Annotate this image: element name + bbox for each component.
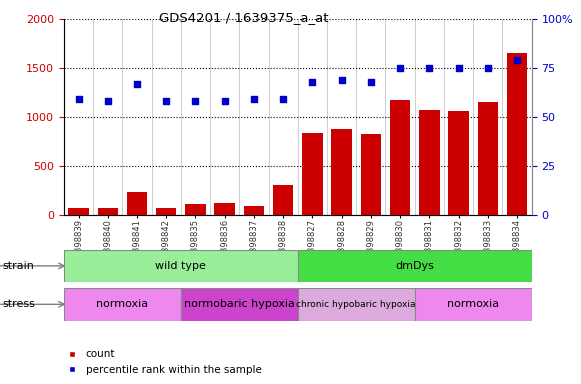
Text: dmDys: dmDys [395, 261, 434, 271]
Point [483, 65, 493, 71]
Bar [243, 206, 264, 215]
Bar [297, 288, 415, 321]
Bar [361, 134, 381, 215]
Bar [419, 110, 440, 215]
Bar [297, 250, 532, 282]
Bar [185, 204, 206, 215]
Point [454, 65, 463, 71]
Bar [415, 288, 532, 321]
Text: strain: strain [3, 261, 35, 271]
Bar [69, 208, 89, 215]
Text: stress: stress [3, 299, 36, 310]
Point [396, 65, 405, 71]
Bar [331, 129, 352, 215]
Text: normoxia: normoxia [447, 299, 499, 310]
Bar [390, 101, 410, 215]
Text: normoxia: normoxia [96, 299, 148, 310]
Point [220, 98, 229, 104]
Point [366, 79, 375, 85]
Bar [273, 185, 293, 215]
Point [191, 98, 200, 104]
Bar [449, 111, 469, 215]
Text: wild type: wild type [155, 261, 206, 271]
Bar [64, 250, 297, 282]
Point [74, 96, 83, 103]
Bar [156, 208, 177, 215]
Bar [478, 103, 498, 215]
Point [278, 96, 288, 103]
Bar [507, 53, 527, 215]
Legend: count, percentile rank within the sample: count, percentile rank within the sample [58, 345, 266, 379]
Bar [127, 192, 147, 215]
Point [249, 96, 259, 103]
Bar [64, 288, 181, 321]
Point [512, 57, 522, 63]
Point [103, 98, 112, 104]
Point [162, 98, 171, 104]
Point [308, 79, 317, 85]
Text: chronic hypobaric hypoxia: chronic hypobaric hypoxia [296, 300, 416, 309]
Bar [181, 288, 297, 321]
Bar [214, 203, 235, 215]
Bar [98, 208, 118, 215]
Bar [302, 133, 322, 215]
Point [337, 77, 346, 83]
Text: normobaric hypoxia: normobaric hypoxia [184, 299, 295, 310]
Point [425, 65, 434, 71]
Text: GDS4201 / 1639375_a_at: GDS4201 / 1639375_a_at [159, 12, 329, 25]
Point [132, 81, 142, 87]
